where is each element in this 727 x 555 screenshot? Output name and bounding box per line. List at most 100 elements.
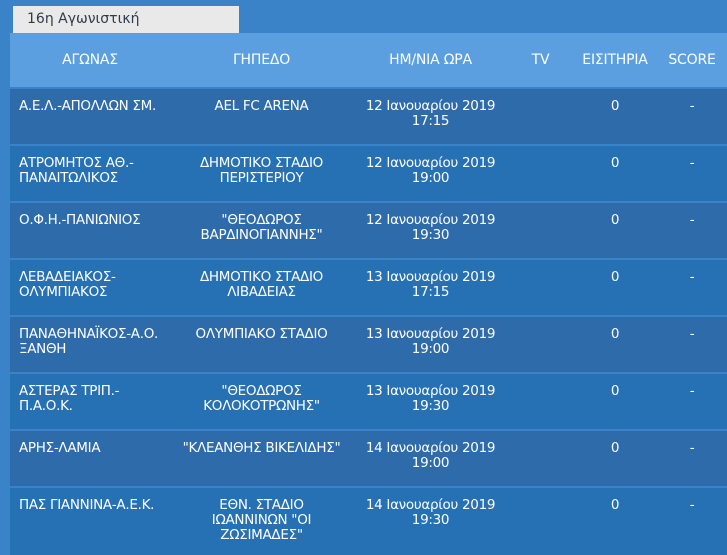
datetime-cell: 12 Ιανουαρίου 2019 19:00 (353, 145, 508, 202)
cell-text: ΑΣΤΕΡΑΣ ΤΡΙΠ.- (19, 383, 120, 399)
match-time: 19:30 (411, 398, 450, 414)
table-row: Α.Ε.Λ.-ΑΠΟΛΛΩΝ ΣΜ. AEL FC ARENA 12 Ιανουαρ… (10, 88, 727, 145)
tv-cell (508, 88, 573, 145)
cell-text: ΟΛΥΜΠΙΑΚΟ ΣΤΑΔΙΟ (195, 326, 328, 342)
datetime-cell: 14 Ιανουαρίου 2019 19:00 (353, 430, 508, 487)
table-header-row: ΑΓΩΝΑΣ ΓΗΠΕΔΟ ΗΜ/ΝΙΑ ΩΡΑ TV ΕΙΣΙΤΗΡΙΑ SC… (10, 33, 727, 88)
match-date: 13 Ιανουαρίου 2019 (365, 383, 496, 399)
match-cell: ΠΑΝΑΘΗΝΑΪΚΟΣ-Α.Ο. ΞΑΝΘΗ (10, 316, 170, 373)
score-cell: - (689, 269, 695, 285)
tv-cell (508, 316, 573, 373)
cell-text: ΠΑΝΑΙΤΩΛΙΚΟΣ (19, 170, 118, 186)
match-cell: ΑΣΤΕΡΑΣ ΤΡΙΠ.- Π.Α.Ο.Κ. (10, 373, 170, 430)
cell-text: ΞΑΝΘΗ (19, 341, 67, 357)
match-time: 19:00 (411, 455, 450, 471)
datetime-cell: 13 Ιανουαρίου 2019 17:15 (353, 259, 508, 316)
tickets-cell: 0 (610, 98, 620, 114)
match-time: 19:00 (411, 170, 450, 186)
cell-text: AEL FC ARENA (214, 98, 309, 114)
header-tv: TV (531, 52, 550, 68)
fixtures-table: ΑΓΩΝΑΣ ΓΗΠΕΔΟ ΗΜ/ΝΙΑ ΩΡΑ TV ΕΙΣΙΤΗΡΙΑ SC… (10, 33, 727, 555)
match-cell: ΑΡΗΣ-ΛΑΜΙΑ (10, 430, 170, 487)
cell-text: ΔΗΜΟΤΙΚΟ ΣΤΑΔΙΟ (199, 155, 323, 171)
cell-text: ΛΕΒΑΔΕΙΑΚΟΣ- (19, 269, 116, 285)
match-date: 12 Ιανουαρίου 2019 (365, 98, 496, 114)
table-row: ΛΕΒΑΔΕΙΑΚΟΣ- ΟΛΥΜΠΙΑΚΟΣ ΔΗΜΟΤΙΚΟ ΣΤΑΔΙΟ ΛΙΒ… (10, 259, 727, 316)
match-cell: Α.Ε.Λ.-ΑΠΟΛΛΩΝ ΣΜ. (10, 88, 170, 145)
stadium-cell: ΟΛΥΜΠΙΑΚΟ ΣΤΑΔΙΟ (170, 316, 353, 373)
match-date: 12 Ιανουαρίου 2019 (365, 155, 496, 171)
cell-text: ΠΑΝΑΘΗΝΑΪΚΟΣ-Α.Ο. (19, 326, 159, 342)
score-cell: - (689, 383, 695, 399)
table-row: ΑΤΡΟΜΗΤΟΣ ΑΘ.- ΠΑΝΑΙΤΩΛΙΚΟΣ ΔΗΜΟΤΙΚΟ ΣΤΑΔΙ… (10, 145, 727, 202)
tickets-cell: 0 (610, 383, 620, 399)
cell-text: "ΘΕΟΔΩΡΟΣ (221, 212, 302, 228)
stadium-cell: "ΘΕΟΔΩΡΟΣ ΚΟΛΟΚΟΤΡΩΝΗΣ" (170, 373, 353, 430)
match-date: 12 Ιανουαρίου 2019 (365, 212, 496, 228)
cell-text: ΖΩΣΙΜΑΔΕΣ" (220, 527, 303, 543)
tv-cell (508, 145, 573, 202)
table-row: ΠΑΝΑΘΗΝΑΪΚΟΣ-Α.Ο. ΞΑΝΘΗ ΟΛΥΜΠΙΑΚΟ ΣΤΑΔΙΟ 13… (10, 316, 727, 373)
cell-text: ΙΩΑΝΝΙΝΩΝ "ΟΙ (211, 512, 312, 528)
stadium-cell: ΔΗΜΟΤΙΚΟ ΣΤΑΔΙΟ ΠΕΡΙΣΤΕΡΙΟΥ (170, 145, 353, 202)
tv-cell (508, 487, 573, 555)
cell-text: ΔΗΜΟΤΙΚΟ ΣΤΑΔΙΟ (199, 269, 323, 285)
header-match: ΑΓΩΝΑΣ (62, 52, 118, 68)
stadium-cell: ΔΗΜΟΤΙΚΟ ΣΤΑΔΙΟ ΛΙΒΑΔΕΙΑΣ (170, 259, 353, 316)
score-cell: - (689, 155, 695, 171)
header-datetime: ΗΜ/ΝΙΑ ΩΡΑ (389, 52, 472, 68)
stadium-cell: AEL FC ARENA (170, 88, 353, 145)
cell-text: Α.Ε.Λ.-ΑΠΟΛΛΩΝ ΣΜ. (19, 98, 157, 114)
tickets-cell: 0 (610, 269, 620, 285)
cell-text: ΛΙΒΑΔΕΙΑΣ (227, 284, 296, 300)
tv-cell (508, 202, 573, 259)
match-date: 13 Ιανουαρίου 2019 (365, 269, 496, 285)
cell-text: Ο.Φ.Η.-ΠΑΝΙΩΝΙΟΣ (19, 212, 141, 228)
tv-cell (508, 430, 573, 487)
match-date: 14 Ιανουαρίου 2019 (365, 497, 496, 513)
fixtures-table-container: ΑΓΩΝΑΣ ΓΗΠΕΔΟ ΗΜ/ΝΙΑ ΩΡΑ TV ΕΙΣΙΤΗΡΙΑ SC… (10, 33, 727, 555)
match-cell: ΑΤΡΟΜΗΤΟΣ ΑΘ.- ΠΑΝΑΙΤΩΛΙΚΟΣ (10, 145, 170, 202)
tv-cell (508, 373, 573, 430)
stadium-cell: "ΚΛΕΑΝΘΗΣ ΒΙΚΕΛΙΔΗΣ" (170, 430, 353, 487)
cell-text: ΑΤΡΟΜΗΤΟΣ ΑΘ.- (19, 155, 134, 171)
cell-text: ΚΟΛΟΚΟΤΡΩΝΗΣ" (203, 398, 320, 414)
header-stadium: ΓΗΠΕΔΟ (232, 52, 291, 68)
table-row: ΠΑΣ ΓΙΑΝΝΙΝΑ-Α.Ε.Κ. ΕΘΝ. ΣΤΑΔΙΟ ΙΩΑΝΝΙΝΩΝ … (10, 487, 727, 555)
datetime-cell: 13 Ιανουαρίου 2019 19:00 (353, 316, 508, 373)
stadium-cell: "ΘΕΟΔΩΡΟΣ ΒΑΡΔΙΝΟΓΙΑΝΝΗΣ" (170, 202, 353, 259)
tickets-cell: 0 (610, 212, 620, 228)
score-cell: - (689, 98, 695, 114)
table-row: ΑΣΤΕΡΑΣ ΤΡΙΠ.- Π.Α.Ο.Κ. "ΘΕΟΔΩΡΟΣ ΚΟΛΟΚΟΤΡΩ… (10, 373, 727, 430)
tickets-cell: 0 (610, 326, 620, 342)
datetime-cell: 13 Ιανουαρίου 2019 19:30 (353, 373, 508, 430)
score-cell: - (689, 212, 695, 228)
cell-text: ΠΕΡΙΣΤΕΡΙΟΥ (219, 170, 304, 186)
cell-text: ΕΘΝ. ΣΤΑΔΙΟ (219, 497, 304, 513)
round-tab[interactable]: 16η Αγωνιστική (13, 6, 239, 33)
match-time: 19:30 (411, 227, 450, 243)
datetime-cell: 12 Ιανουαρίου 2019 19:30 (353, 202, 508, 259)
match-time: 17:15 (411, 113, 450, 129)
tickets-cell: 0 (610, 497, 620, 513)
match-cell: ΠΑΣ ΓΙΑΝΝΙΝΑ-Α.Ε.Κ. (10, 487, 170, 555)
tv-cell (508, 259, 573, 316)
cell-text: "ΘΕΟΔΩΡΟΣ (221, 383, 302, 399)
table-row: Ο.Φ.Η.-ΠΑΝΙΩΝΙΟΣ "ΘΕΟΔΩΡΟΣ ΒΑΡΔΙΝΟΓΙΑΝΝΗΣ"… (10, 202, 727, 259)
score-cell: - (689, 440, 695, 456)
match-date: 13 Ιανουαρίου 2019 (365, 326, 496, 342)
match-cell: ΛΕΒΑΔΕΙΑΚΟΣ- ΟΛΥΜΠΙΑΚΟΣ (10, 259, 170, 316)
tickets-cell: 0 (610, 440, 620, 456)
header-score: SCORE (668, 52, 716, 68)
cell-text: ΠΑΣ ΓΙΑΝΝΙΝΑ-Α.Ε.Κ. (19, 497, 155, 513)
datetime-cell: 12 Ιανουαρίου 2019 17:15 (353, 88, 508, 145)
cell-text: ΟΛΥΜΠΙΑΚΟΣ (19, 284, 108, 300)
cell-text: ΒΑΡΔΙΝΟΓΙΑΝΝΗΣ" (200, 227, 323, 243)
cell-text: Π.Α.Ο.Κ. (19, 398, 73, 414)
header-tickets: ΕΙΣΙΤΗΡΙΑ (582, 52, 648, 68)
score-cell: - (689, 326, 695, 342)
tickets-cell: 0 (610, 155, 620, 171)
cell-text: ΑΡΗΣ-ΛΑΜΙΑ (19, 440, 101, 456)
cell-text: "ΚΛΕΑΝΘΗΣ ΒΙΚΕΛΙΔΗΣ" (182, 440, 341, 456)
match-time: 19:00 (411, 341, 450, 357)
